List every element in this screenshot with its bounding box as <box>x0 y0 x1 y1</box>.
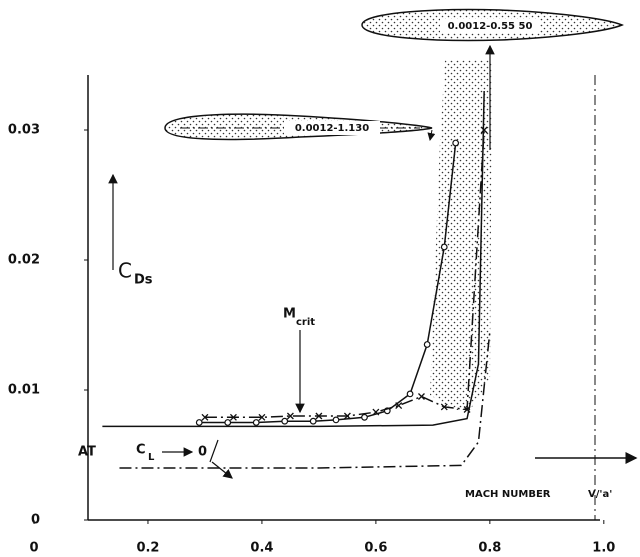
point <box>343 412 351 420</box>
point <box>201 413 209 421</box>
x-label: MACH NUMBER <box>465 489 551 500</box>
x-tick-label: 0 <box>29 541 38 556</box>
x-tick-label: 1.0 <box>592 541 615 556</box>
airfoil-2-label: 0.0012-0.55 50 <box>448 21 533 32</box>
mcrit-sub: crit <box>296 317 315 328</box>
cl-label: C <box>136 443 146 458</box>
x-tick-label: 0.8 <box>478 541 501 556</box>
point <box>440 243 448 251</box>
data-line <box>119 331 491 469</box>
point <box>195 419 203 426</box>
point <box>418 393 425 400</box>
point <box>452 139 460 147</box>
point <box>258 413 266 421</box>
y-label: C <box>118 259 132 283</box>
point <box>315 412 323 420</box>
data-line <box>102 90 485 428</box>
point <box>372 408 380 416</box>
airfoil-1-label: 0.0012-1.130 <box>295 123 369 134</box>
point <box>224 419 232 426</box>
shaded-region <box>430 60 492 410</box>
y-tick-label: 0 <box>31 513 40 528</box>
point <box>252 419 260 426</box>
point <box>286 412 294 420</box>
x-tick-label: 0.6 <box>364 541 387 556</box>
cl-prefix: AT <box>78 445 96 460</box>
point <box>423 341 431 348</box>
label-bg <box>440 19 540 33</box>
x-tick-label: 0.4 <box>250 541 273 556</box>
airfoil-1-pointer <box>427 129 436 141</box>
point <box>395 402 403 410</box>
point <box>406 390 414 398</box>
point <box>332 416 340 424</box>
data-line <box>204 129 485 419</box>
cl-pointer <box>211 461 233 479</box>
point <box>229 413 237 421</box>
x-tick-label: 0.2 <box>136 541 159 556</box>
data-line <box>199 142 457 424</box>
point <box>309 417 317 425</box>
point <box>361 413 368 421</box>
point <box>440 403 448 411</box>
cl-target: 0 <box>198 445 207 460</box>
point <box>480 126 488 134</box>
cl-slash <box>209 439 219 463</box>
y-tick-label: 0.02 <box>8 253 40 268</box>
y-tick-label: 0.03 <box>8 123 40 138</box>
mcrit-label: M <box>283 307 296 322</box>
point <box>281 417 289 425</box>
label-bg <box>284 121 380 135</box>
y-tick-label: 0.01 <box>8 383 40 398</box>
y-label-sub: Ds <box>134 273 153 288</box>
cl-sub: L <box>148 452 155 463</box>
x-label-unit: V/'a' <box>588 489 612 500</box>
